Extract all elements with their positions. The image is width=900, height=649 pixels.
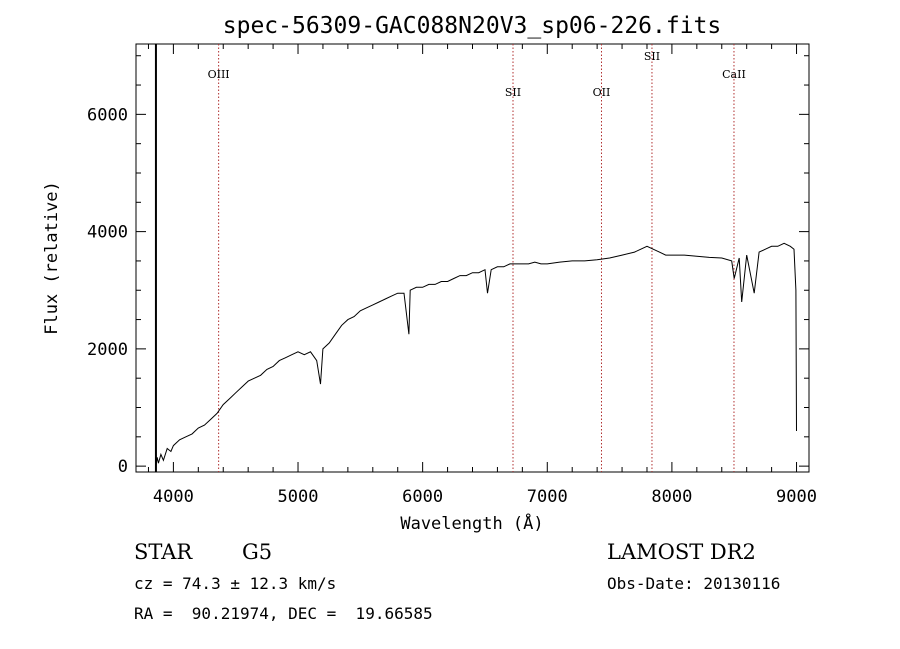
- spectral-line-label: SII: [644, 50, 660, 63]
- y-tick-label: 2000: [87, 340, 128, 360]
- y-tick-label: 6000: [87, 105, 128, 125]
- x-axis: 4000 5000 6000 7000 8000 9000: [147, 44, 817, 507]
- x-axis-label: Wavelength (Å): [400, 512, 543, 534]
- object-subclass: G5: [242, 540, 273, 564]
- object-class: STAR: [134, 540, 193, 564]
- spectral-line-label: CaII: [722, 68, 746, 81]
- x-tick-label: 8000: [651, 487, 692, 507]
- x-tick-label: 7000: [527, 487, 568, 507]
- spectral-line-label: OIII: [208, 68, 230, 81]
- x-tick-label: 4000: [153, 487, 194, 507]
- y-tick-label: 4000: [87, 223, 128, 243]
- y-tick-label: 0: [118, 457, 128, 477]
- observation-date: Obs-Date: 20130116: [607, 574, 781, 593]
- redshift-velocity: cz = 74.3 ± 12.3 km/s: [134, 574, 337, 593]
- spectral-line-label: OII: [593, 86, 611, 99]
- spectral-line-label: SII: [505, 86, 521, 99]
- y-axis: 0 2000 4000 6000: [87, 55, 809, 477]
- x-tick-label: 6000: [402, 487, 443, 507]
- x-tick-label: 9000: [776, 487, 817, 507]
- x-tick-label: 5000: [278, 487, 319, 507]
- coordinates: RA = 90.21974, DEC = 19.66585: [134, 604, 433, 623]
- chart-title: spec-56309-GAC088N20V3_sp06-226.fits: [223, 13, 722, 39]
- survey-name: LAMOST DR2: [607, 540, 756, 564]
- y-axis-label: Flux (relative): [42, 181, 62, 335]
- spectral-line-markers: OIII SII OII SII CaII: [208, 44, 746, 472]
- spectrum-line: [155, 242, 797, 467]
- plot-frame: [135, 43, 810, 473]
